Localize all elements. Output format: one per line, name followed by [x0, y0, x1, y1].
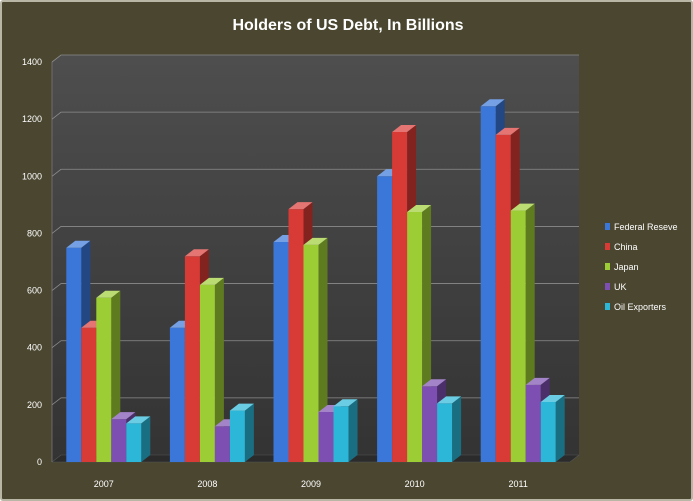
legend-swatch — [605, 243, 610, 250]
bar-front — [273, 242, 289, 462]
bar-front — [214, 426, 230, 462]
x-tick-label: 2009 — [301, 479, 321, 489]
bar-side — [348, 399, 358, 462]
bar-front — [525, 384, 541, 462]
bar-front — [407, 212, 423, 462]
bar-front — [288, 209, 304, 462]
bar-side — [555, 395, 565, 462]
bar-top — [422, 379, 447, 387]
x-tick-label: 2007 — [94, 479, 114, 489]
bars — [66, 99, 565, 463]
bar-front — [510, 210, 526, 462]
bar-front — [169, 327, 185, 462]
bar-top — [184, 249, 209, 257]
legend-item: Oil Exporters — [605, 302, 667, 312]
legend-swatch — [605, 263, 610, 270]
bar-top — [333, 399, 358, 407]
legend-item: Federal Reseve — [605, 222, 678, 232]
chart-title: Holders of US Debt, In Billions — [232, 17, 463, 34]
bar-top — [407, 205, 432, 212]
bar-top — [540, 395, 565, 402]
legend-label: Oil Exporters — [614, 302, 667, 312]
bar — [96, 290, 121, 462]
x-tick-label: 2011 — [509, 479, 528, 489]
bar-front — [392, 132, 408, 462]
legend-label: Federal Reseve — [614, 222, 678, 232]
bar-top — [495, 127, 520, 135]
bar — [126, 416, 151, 462]
legend: Federal Reseve China Japan UK Oil Exporters — [605, 222, 678, 312]
bar-front — [184, 256, 200, 462]
bar-front — [540, 402, 556, 462]
bar — [303, 237, 328, 462]
bar-side — [318, 237, 328, 462]
bar-top — [199, 277, 224, 285]
bar-front — [318, 412, 334, 462]
bar-front — [495, 134, 511, 462]
bar-top — [288, 202, 313, 210]
bar-side — [141, 416, 151, 462]
legend-swatch — [605, 303, 610, 310]
gridline — [51, 111, 579, 120]
legend-swatch — [605, 283, 610, 290]
y-tick-label: 600 — [27, 286, 42, 296]
bar-top — [66, 240, 91, 248]
y-tick-label: 400 — [27, 343, 42, 353]
legend-item: UK — [605, 282, 627, 292]
bar-top — [510, 203, 535, 211]
x-axis: 2007 2008 2009 2010 2011 — [94, 479, 528, 489]
y-tick-label: 1200 — [22, 114, 42, 124]
bar-front — [303, 244, 319, 462]
bar — [333, 399, 358, 462]
bar-top — [96, 290, 121, 298]
bar-front — [437, 403, 453, 462]
bar-front — [377, 176, 393, 463]
y-axis: 0 200 400 600 800 1000 1200 1400 — [22, 57, 42, 467]
bar-top — [126, 416, 151, 424]
legend-swatch — [605, 223, 610, 230]
bar-front — [66, 247, 82, 462]
bar — [229, 403, 254, 462]
y-tick-label: 200 — [27, 400, 42, 410]
bar-top — [525, 377, 550, 385]
bar-side — [452, 396, 462, 462]
y-tick-label: 1000 — [22, 171, 42, 181]
bar — [540, 395, 565, 462]
bar-front — [126, 423, 142, 462]
bar-top — [437, 396, 462, 404]
bar-top — [480, 99, 505, 107]
bar-side — [214, 277, 224, 462]
bar-side — [244, 403, 254, 462]
bar-front — [229, 410, 245, 462]
bar-front — [333, 406, 349, 462]
y-tick-label: 0 — [37, 457, 42, 467]
bar-front — [81, 327, 97, 462]
bar-front — [111, 419, 127, 462]
x-tick-label: 2008 — [197, 479, 217, 489]
bar-front — [199, 284, 215, 462]
legend-item: China — [605, 242, 638, 252]
legend-item: Japan — [605, 262, 639, 272]
gridline — [51, 54, 579, 63]
x-tick-label: 2010 — [405, 479, 425, 489]
legend-label: UK — [614, 282, 627, 292]
bar-top — [303, 237, 328, 245]
legend-label: Japan — [614, 262, 639, 272]
bar — [199, 277, 224, 462]
bar-front — [422, 386, 438, 462]
bar-top — [111, 412, 136, 420]
bar-front — [480, 106, 496, 463]
bar — [437, 396, 462, 462]
y-tick-label: 1400 — [22, 57, 42, 67]
y-tick-label: 800 — [27, 228, 42, 238]
bar-front — [96, 297, 112, 462]
legend-label: China — [614, 242, 638, 252]
bar-top — [392, 125, 417, 132]
bar-top — [229, 403, 254, 411]
